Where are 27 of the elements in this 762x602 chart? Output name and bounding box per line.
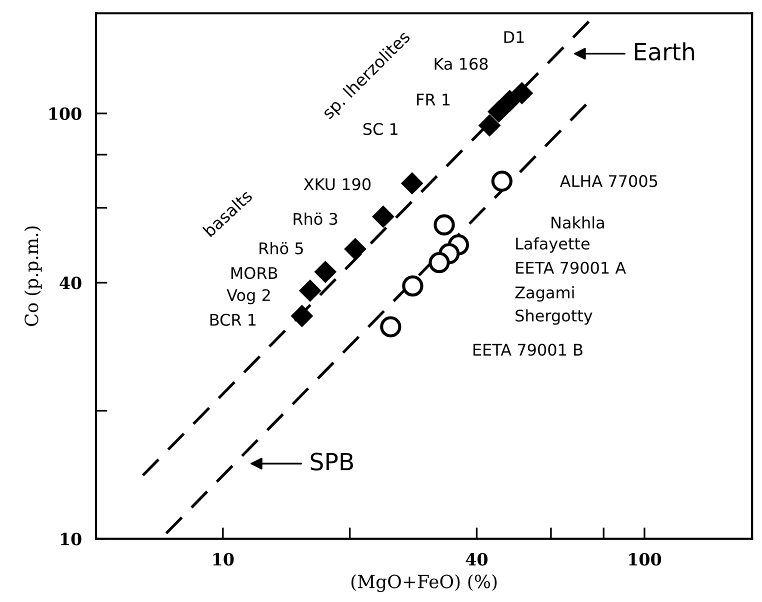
- annotation: Ka 168: [434, 58, 488, 70]
- annotation: SC 1: [363, 122, 398, 136]
- annotation: XKU 190: [304, 178, 371, 190]
- x-axis-title: (MgO+FeO) (%): [351, 574, 497, 592]
- x-tick-label: 10: [213, 552, 234, 566]
- annotation: Earth: [635, 42, 694, 61]
- annotation: Shergotty: [516, 309, 592, 325]
- annotation: Nakhla: [552, 216, 604, 229]
- annotation: Rhö 5: [260, 242, 303, 254]
- y-tick-label: 40: [60, 276, 82, 290]
- annotation: Vog 2: [226, 289, 270, 304]
- y-tick-label: 100: [49, 107, 82, 120]
- annotation: BCR 1: [210, 314, 256, 326]
- annotation: FR 1: [417, 94, 450, 106]
- annotation: MORB: [231, 266, 278, 280]
- annotation: Zagami: [515, 286, 574, 302]
- annotation: Lafayette: [516, 237, 590, 253]
- x-tick-label: 100: [629, 552, 662, 566]
- annotation: SPB: [310, 452, 353, 470]
- annotation: ALHA 77005: [560, 175, 658, 188]
- annotation: Rhö 3: [294, 212, 338, 225]
- annotation: D1: [504, 31, 524, 43]
- y-tick-label: 10: [60, 532, 82, 546]
- x-tick-label: 40: [466, 552, 488, 566]
- y-axis-title: Co (p.p.m.): [24, 226, 42, 326]
- annotation: EETA 79001 B: [474, 344, 582, 356]
- annotation: EETA 79001 A: [516, 262, 626, 274]
